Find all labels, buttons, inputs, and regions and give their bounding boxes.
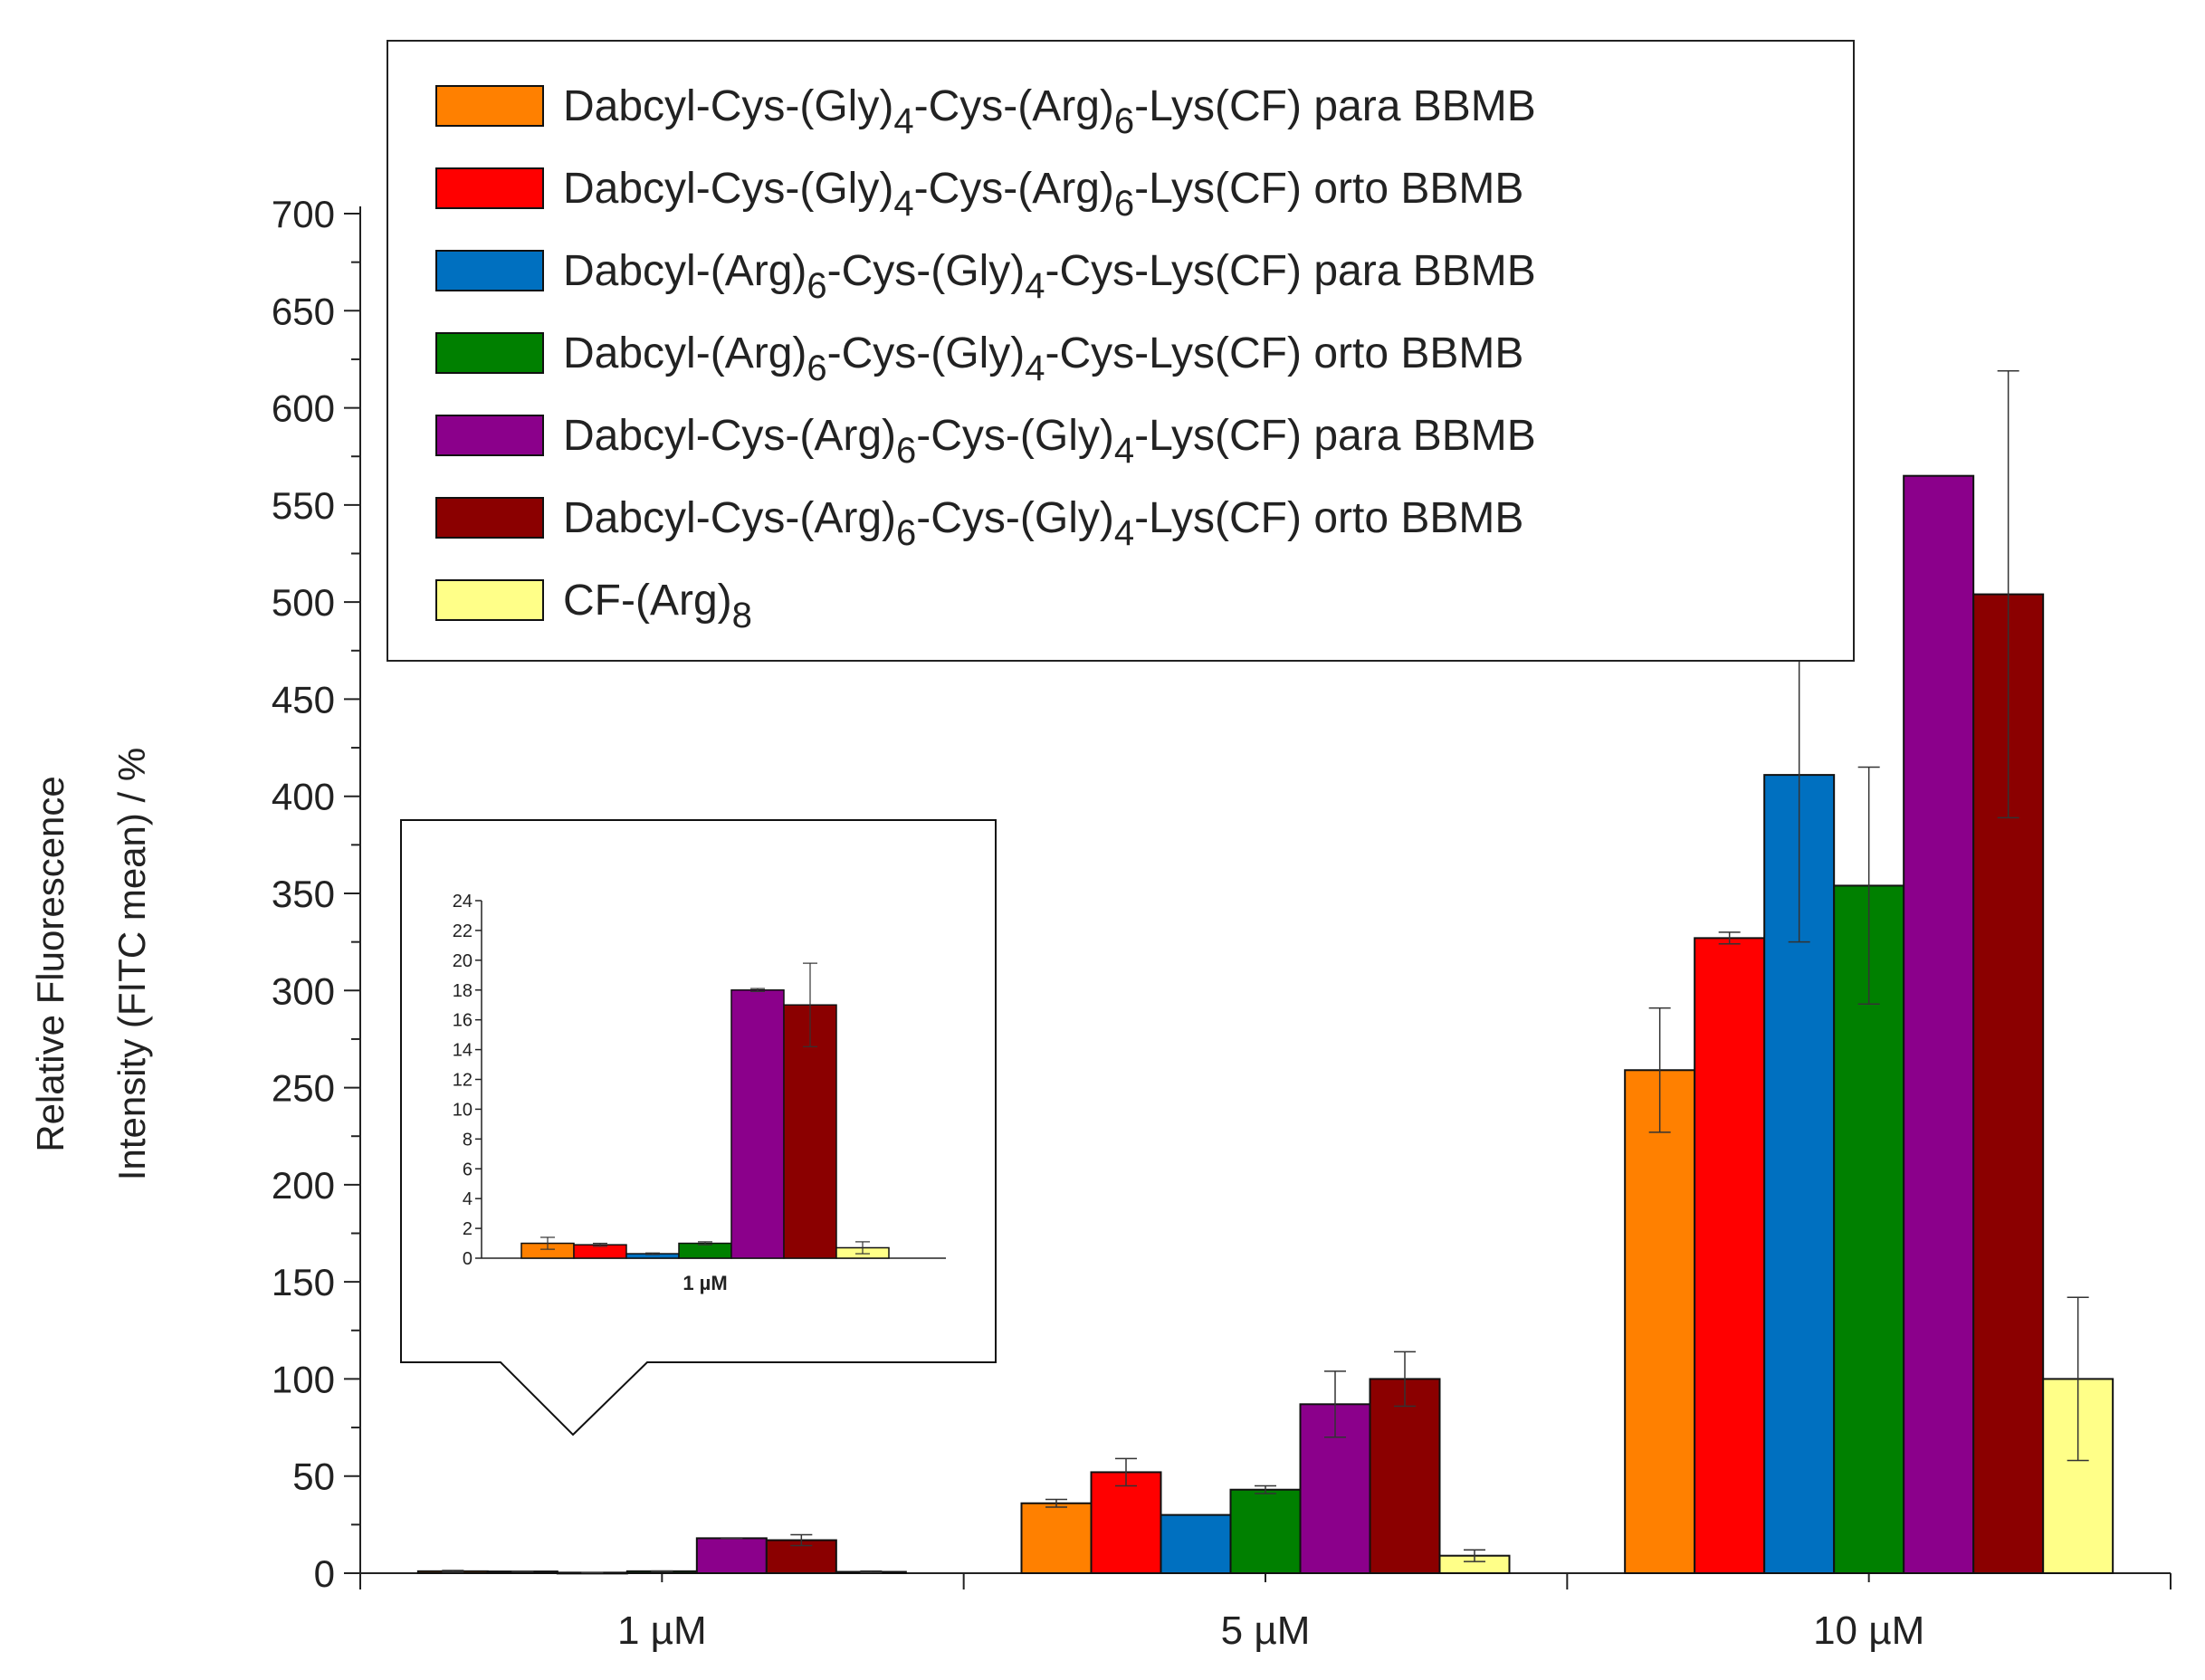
- legend-label-part: Dabcyl-Cys-(Arg): [563, 412, 896, 460]
- legend-label-part: Dabcyl-(Arg): [563, 329, 807, 377]
- inset-y-tick-label: 24: [453, 892, 472, 912]
- bar: [1694, 937, 1766, 1574]
- y-tick-label: 400: [272, 776, 335, 818]
- y-tick-label: 250: [272, 1067, 335, 1110]
- legend-label-part: 6: [807, 348, 826, 388]
- legend-label-part: 4: [1114, 513, 1134, 553]
- legend-label-part: 4: [893, 101, 913, 141]
- inset-callout-frame: [400, 819, 997, 1437]
- bar: [1903, 474, 1975, 1575]
- legend-label-part: 4: [1025, 348, 1045, 388]
- x-tick-label: 5 µM: [1221, 1608, 1311, 1653]
- legend-label: Dabcyl-(Arg)6-Cys-(Gly)4-Cys-Lys(CF) ort…: [563, 329, 1523, 388]
- legend-swatch: [435, 497, 544, 539]
- inset-y-tick-label: 6: [463, 1160, 472, 1179]
- inset-y-tick-label: 8: [463, 1130, 472, 1150]
- legend-label: Dabcyl-Cys-(Arg)6-Cys-(Gly)4-Lys(CF) ort…: [563, 494, 1523, 553]
- y-tick-label: 700: [272, 193, 335, 235]
- y-tick-label: 0: [314, 1552, 335, 1595]
- legend-label-part: 4: [1025, 266, 1045, 306]
- y-tick-label: 450: [272, 678, 335, 721]
- bar: [1020, 1502, 1093, 1574]
- legend-label-part: -Lys(CF) para BBMB: [1134, 82, 1536, 130]
- legend-label-part: -Cys-(Gly): [916, 494, 1114, 542]
- inset-y-tick-label: 4: [463, 1189, 472, 1209]
- y-tick-label: 100: [272, 1358, 335, 1400]
- legend-swatch: [435, 250, 544, 291]
- inset-y-tick-label: 22: [453, 921, 472, 941]
- legend-label-part: CF-(Arg): [563, 577, 732, 625]
- inset-y-tick-label: 2: [463, 1219, 472, 1239]
- legend-label: Dabcyl-Cys-(Arg)6-Cys-(Gly)4-Lys(CF) par…: [563, 412, 1536, 471]
- inset-y-tick-label: 14: [453, 1041, 472, 1061]
- legend-label-part: 6: [896, 431, 916, 471]
- legend-frame: [387, 40, 1855, 662]
- bar: [765, 1539, 837, 1574]
- legend-label-part: Dabcyl-Cys-(Gly): [563, 165, 893, 213]
- legend-swatch: [435, 167, 544, 209]
- bar: [1160, 1513, 1232, 1574]
- legend-label-part: -Cys-(Arg): [914, 165, 1114, 213]
- y-tick-label: 150: [272, 1261, 335, 1303]
- legend-label-part: -Cys-(Gly): [916, 412, 1114, 460]
- legend-label-part: 6: [896, 513, 916, 553]
- legend-label: Dabcyl-Cys-(Gly)4-Cys-(Arg)6-Lys(CF) par…: [563, 82, 1536, 141]
- bar: [695, 1537, 768, 1575]
- legend-swatch: [435, 579, 544, 621]
- y-tick-label: 650: [272, 290, 335, 332]
- inset-x-tick-label: 1 µM: [682, 1272, 727, 1294]
- legend: Dabcyl-Cys-(Gly)4-Cys-(Arg)6-Lys(CF) par…: [387, 40, 1855, 662]
- legend-label: Dabcyl-(Arg)6-Cys-(Gly)4-Cys-Lys(CF) par…: [563, 247, 1536, 306]
- legend-label-part: -Cys-Lys(CF) para BBMB: [1045, 247, 1535, 295]
- legend-label-part: 6: [807, 266, 826, 306]
- legend-label-part: 4: [1114, 431, 1134, 471]
- legend-label-part: 8: [732, 596, 752, 635]
- inset-y-tick-label: 20: [453, 951, 472, 971]
- y-tick-label: 50: [292, 1456, 335, 1498]
- main-axes: 0501001502002503003504004505005506006507…: [272, 193, 2172, 1653]
- legend-label-part: 6: [1114, 184, 1134, 224]
- legend-label-part: 4: [893, 184, 913, 224]
- legend-label-part: 6: [1114, 101, 1134, 141]
- x-tick-label: 1 µM: [617, 1608, 707, 1653]
- legend-label-part: -Cys-(Arg): [914, 82, 1114, 130]
- legend-label-part: Dabcyl-Cys-(Gly): [563, 82, 893, 130]
- legend-swatch: [435, 332, 544, 374]
- legend-label: CF-(Arg)8: [563, 577, 752, 635]
- inset-y-tick-label: 18: [453, 981, 472, 1001]
- bar: [1624, 1069, 1696, 1574]
- inset-bar: [730, 989, 785, 1259]
- inset-y-tick-label: 12: [453, 1071, 472, 1091]
- y-axis-label-line2: Intensity (FITC mean) / %: [110, 748, 153, 1180]
- y-tick-label: 350: [272, 873, 335, 915]
- bar: [1229, 1488, 1302, 1574]
- legend-label-part: Dabcyl-Cys-(Arg): [563, 494, 896, 542]
- bar: [1369, 1378, 1441, 1575]
- legend-label-part: -Lys(CF) orto BBMB: [1134, 165, 1523, 213]
- y-tick-label: 300: [272, 969, 335, 1012]
- y-axis-label-line1: Relative Fluorescence: [29, 776, 72, 1152]
- x-tick-label: 10 µM: [1813, 1608, 1924, 1653]
- bar: [1090, 1471, 1162, 1574]
- legend-label-part: -Cys-Lys(CF) orto BBMB: [1045, 329, 1523, 377]
- inset-bar: [678, 1242, 732, 1259]
- legend-label-part: -Cys-(Gly): [827, 329, 1026, 377]
- legend-label: Dabcyl-Cys-(Gly)4-Cys-(Arg)6-Lys(CF) ort…: [563, 165, 1523, 224]
- legend-label-part: -Lys(CF) para BBMB: [1134, 412, 1536, 460]
- legend-swatch: [435, 415, 544, 456]
- main-bars: [416, 370, 2114, 1575]
- inset-y-tick-label: 16: [453, 1011, 472, 1031]
- legend-swatch: [435, 85, 544, 127]
- legend-label-part: Dabcyl-(Arg): [563, 247, 807, 295]
- y-tick-label: 200: [272, 1164, 335, 1207]
- y-tick-label: 600: [272, 387, 335, 430]
- legend-label-part: -Lys(CF) orto BBMB: [1134, 494, 1523, 542]
- y-tick-label: 500: [272, 581, 335, 624]
- inset-y-tick-label: 10: [453, 1100, 472, 1120]
- y-tick-label: 550: [272, 484, 335, 527]
- legend-label-part: -Cys-(Gly): [827, 247, 1026, 295]
- inset-y-tick-label: 0: [463, 1249, 472, 1269]
